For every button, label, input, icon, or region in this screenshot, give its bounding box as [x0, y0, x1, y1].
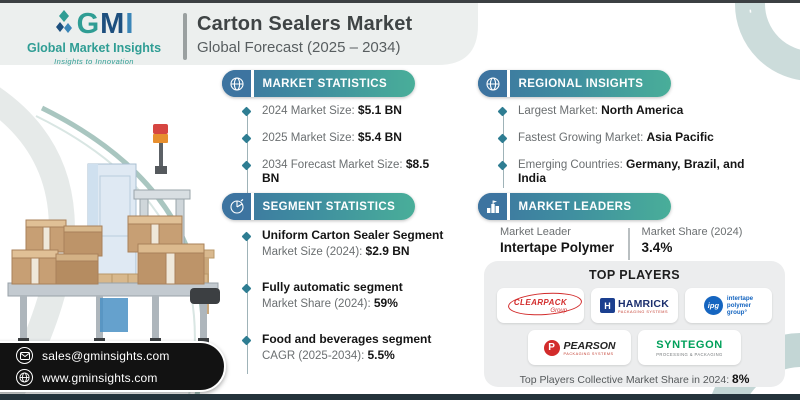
globe-icon: [16, 369, 33, 386]
hamrick-logo: H HAMRICK PACKAGING SYSTEMS: [591, 288, 678, 323]
pill-divider: [251, 193, 254, 220]
pearson-circle-icon: P: [543, 339, 560, 356]
top-border: [0, 0, 800, 3]
section-heading: MARKET STATISTICS: [262, 77, 388, 90]
ipg-circle-icon: ipg: [703, 296, 723, 315]
clearpack-oval-icon: [507, 289, 583, 318]
ipg-logo: ipg intertape polymer group°: [685, 288, 772, 323]
pearson-logo: P PEARSON PACKAGING SYSTEMS: [528, 330, 631, 365]
bullet-icon: [241, 160, 252, 171]
segment-statistics-list: Uniform Carton Sealer Segment Market Size…: [240, 228, 445, 384]
top-players-panel: TOP PLAYERS CLEARPACK Group H HAMRICK PAC…: [484, 261, 785, 387]
market-leader-label: Market Leader: [500, 226, 571, 238]
title-divider: [183, 13, 187, 60]
list-item: 2025 Market Size: $5.4 BN: [240, 130, 440, 144]
top-players-footer: Top Players Collective Market Share in 2…: [519, 372, 750, 386]
section-heading: MARKET LEADERS: [518, 200, 632, 213]
contact-email[interactable]: sales@gminsights.com: [16, 347, 224, 364]
gmi-logo: GMI Global Market Insights Insights to I…: [14, 9, 174, 66]
list-item: 2024 Market Size: $5.1 BN: [240, 103, 440, 117]
bullet-icon: [497, 106, 508, 117]
contact-panel: sales@gminsights.com www.gminsights.com: [0, 341, 226, 392]
section-heading: SEGMENT STATISTICS: [262, 200, 396, 213]
list-item: Uniform Carton Sealer Segment Market Size…: [240, 228, 445, 258]
regional-insights-list: Largest Market: North America Fastest Gr…: [496, 103, 758, 198]
pill-divider: [507, 193, 510, 220]
market-leader-value: Intertape Polymer: [500, 240, 615, 255]
contact-website[interactable]: www.gminsights.com: [16, 369, 224, 386]
globe-chart-icon: [222, 70, 251, 97]
connector-line: [502, 113, 504, 188]
market-share-value: 3.4%: [641, 240, 673, 255]
market-leaders-header: MARKET LEADERS: [478, 193, 671, 220]
gmi-wordmark: GMI: [76, 7, 135, 40]
section-heading: REGIONAL INSIGHTS: [518, 77, 644, 90]
hamrick-h-icon: H: [600, 298, 615, 313]
bullet-icon: [241, 283, 252, 294]
mail-icon: [16, 347, 33, 364]
page-title: Carton Sealers Market: [197, 13, 413, 35]
list-item: Largest Market: North America: [496, 103, 758, 117]
clearpack-logo: CLEARPACK Group: [497, 288, 584, 323]
brand-name: Global Market Insights: [26, 41, 162, 55]
market-leader-block: Market Leader Intertape Polymer: [500, 226, 614, 255]
bullet-icon: [241, 231, 252, 242]
brand-tagline: Insights to Innovation: [54, 57, 134, 66]
market-share-label: Market Share (2024): [641, 226, 743, 238]
pie-magnifier-icon: [222, 193, 251, 220]
vertical-divider: [628, 228, 630, 260]
syntegon-logo: SYNTEGON PROCESSING & PACKAGING: [638, 330, 741, 365]
bullet-icon: [241, 335, 252, 346]
market-share-block: Market Share (2024) 3.4%: [642, 226, 743, 255]
report-title-block: Carton Sealers Market Global Forecast (2…: [183, 13, 412, 60]
page-subtitle: Global Forecast (2025 – 2034): [197, 39, 401, 56]
list-item: Food and beverages segment CAGR (2025-203…: [240, 332, 445, 362]
pill-divider: [251, 70, 254, 97]
list-item: Emerging Countries: Germany, Brazil, and…: [496, 157, 758, 185]
bullet-icon: [497, 133, 508, 144]
market-leaders-panel: Market Leader Intertape Polymer Market S…: [500, 226, 742, 260]
segment-statistics-header: SEGMENT STATISTICS: [222, 193, 415, 220]
regional-insights-header: REGIONAL INSIGHTS: [478, 70, 671, 97]
bottom-border: [0, 394, 800, 400]
bullet-icon: [241, 106, 252, 117]
list-item: 2034 Forecast Market Size: $8.5 BN: [240, 157, 440, 185]
top-players-heading: TOP PLAYERS: [588, 268, 680, 282]
bullet-icon: [497, 160, 508, 171]
list-item: Fastest Growing Market: Asia Pacific: [496, 130, 758, 144]
connector-line: [246, 238, 248, 374]
globe-icon: [478, 70, 507, 97]
carton-sealer-machine-photo: [7, 124, 220, 343]
list-item: Fully automatic segment Market Share (202…: [240, 280, 445, 310]
market-statistics-header: MARKET STATISTICS: [222, 70, 415, 97]
bullet-icon: [241, 133, 252, 144]
podium-icon: [478, 193, 507, 220]
gmi-diamonds-icon: [55, 10, 72, 33]
pill-divider: [507, 70, 510, 97]
